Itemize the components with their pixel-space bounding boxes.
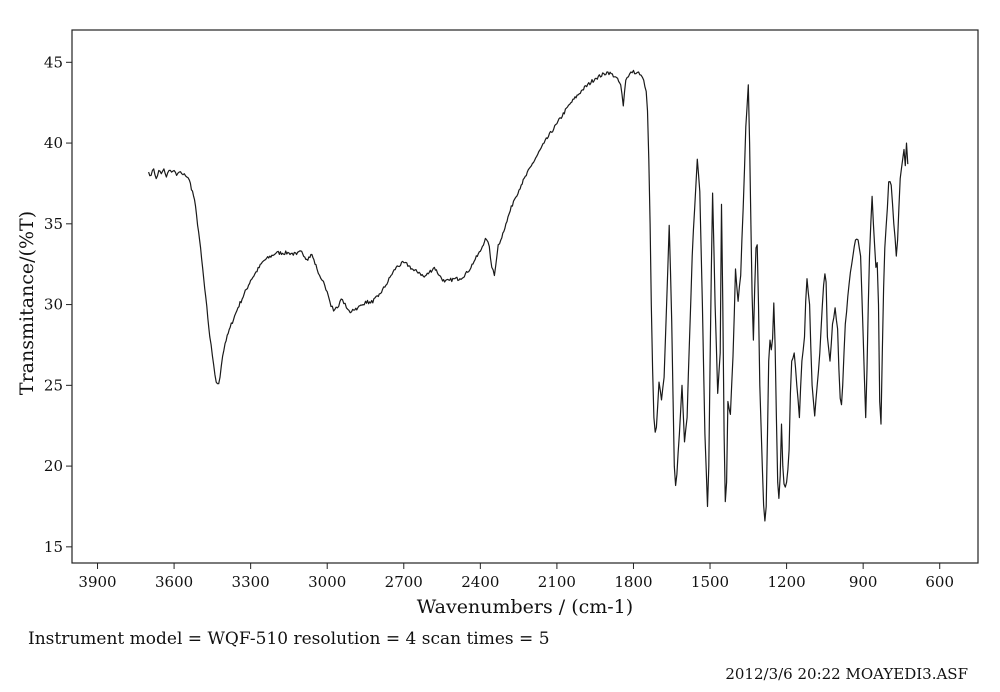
x-tick-label: 2400	[461, 573, 499, 591]
x-tick-label: 1200	[767, 573, 805, 591]
x-tick-label: 3900	[78, 573, 116, 591]
x-tick-label: 1800	[614, 573, 652, 591]
x-tick-label: 3600	[155, 573, 193, 591]
y-tick-label: 30	[44, 296, 63, 314]
x-tick-label: 3300	[232, 573, 270, 591]
y-tick-label: 25	[44, 376, 63, 394]
x-tick-label: 1500	[691, 573, 729, 591]
y-axis: 15 20 25 30 35 40 45	[44, 53, 72, 556]
y-tick-label: 35	[44, 215, 63, 233]
x-tick-label: 2100	[538, 573, 576, 591]
plot-frame	[71, 29, 979, 564]
y-tick-label: 40	[44, 134, 63, 152]
spectrum-line	[148, 69, 909, 522]
x-tick-label: 600	[925, 573, 954, 591]
instrument-info: Instrument model = WQF-510 resolution = …	[28, 629, 550, 649]
y-tick-label: 20	[44, 457, 63, 475]
y-tick-label: 45	[44, 53, 63, 71]
x-tick-label: 3000	[308, 573, 346, 591]
x-axis: 3900 3600 3300 3000 2700 2400 2100 1800 1500 1200…	[78, 563, 954, 591]
x-axis-title: Wavenumbers / (cm-1)	[417, 596, 633, 618]
x-tick-label: 900	[849, 573, 878, 591]
file-timestamp: 2012/3/6 20:22 MOAYEDI3.ASF	[725, 665, 968, 683]
x-tick-label: 2700	[385, 573, 423, 591]
y-tick-label: 15	[44, 538, 63, 556]
y-axis-title: Transmitance/(%T)	[16, 211, 38, 395]
ir-spectrum-chart: 15 20 25 30 35 40 45 3900 3600 3300 3000 2700 2400 2…	[16, 29, 979, 618]
